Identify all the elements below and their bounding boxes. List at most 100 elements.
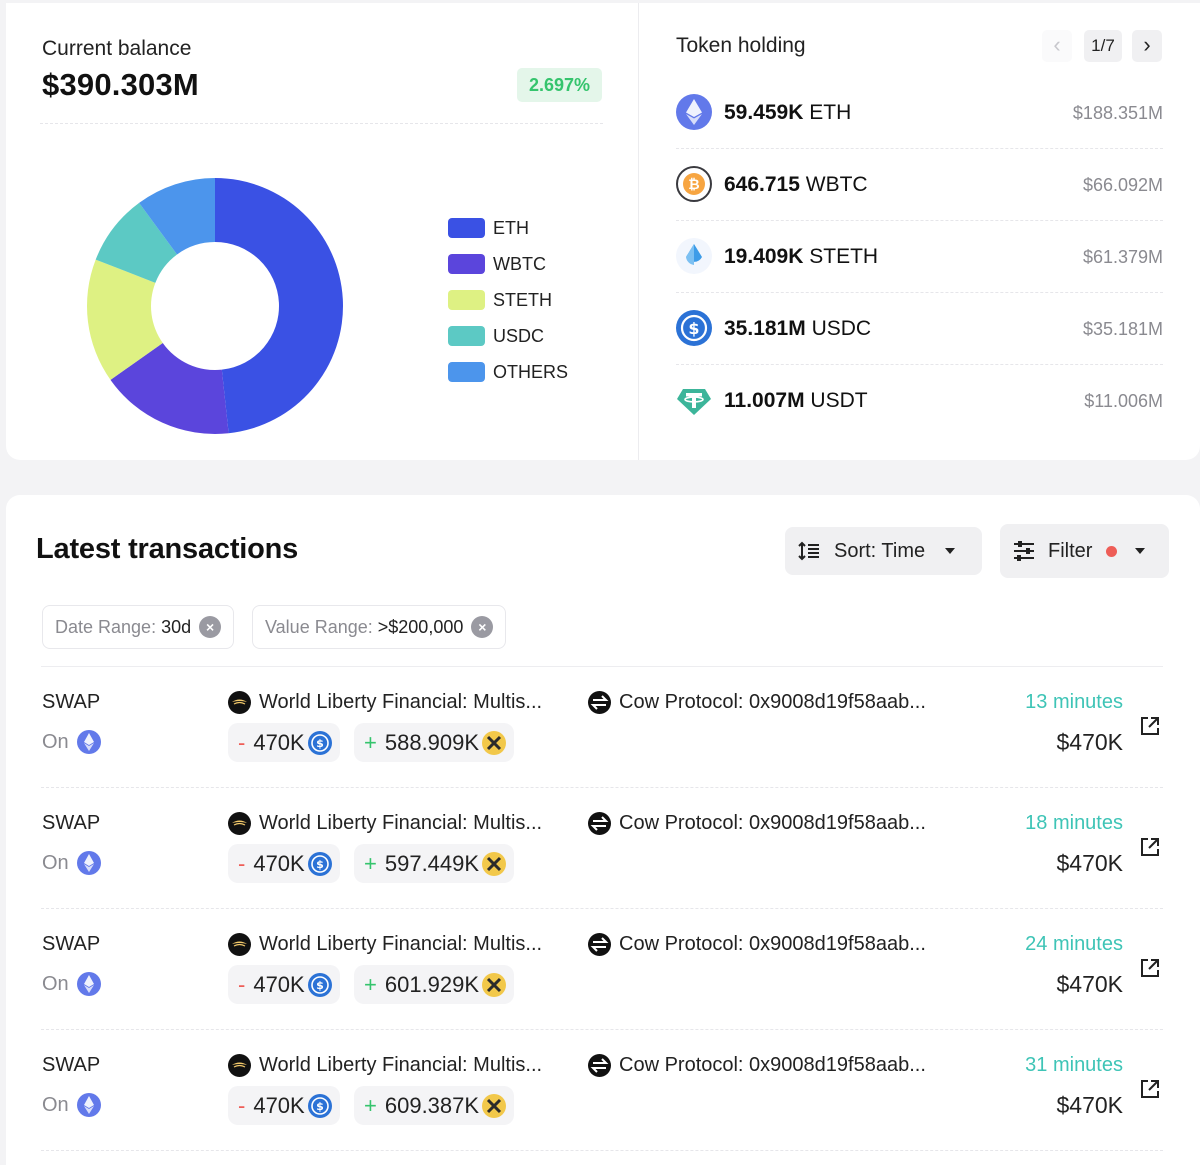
to-label: Cow Protocol: 0x9008d19f58aab... [619, 1054, 926, 1076]
usdc-icon: $ [676, 310, 712, 346]
tx-time: 13 minutes [1025, 691, 1123, 713]
tx-usd-value: $470K [1056, 850, 1123, 876]
balance-label: Current balance [42, 37, 192, 60]
svg-text:$: $ [316, 858, 324, 871]
close-icon[interactable]: × [199, 616, 222, 638]
external-link-icon[interactable] [1139, 957, 1161, 979]
wbtc-icon: ₿ [676, 166, 712, 202]
filter-button[interactable]: Filter [1000, 524, 1169, 578]
tx-from[interactable]: World Liberty Financial: Multis... [228, 812, 542, 835]
slice-wbtc[interactable] [110, 342, 229, 434]
divider [41, 1150, 1163, 1151]
page-indicator: 1/7 [1084, 30, 1122, 62]
outflow-pill: - 470K $ [228, 965, 340, 1004]
tx-to[interactable]: Cow Protocol: 0x9008d19f58aab... [588, 691, 926, 714]
divider [41, 908, 1163, 909]
in-amount: 597.449K [384, 850, 480, 876]
token-symbol: WBTC [805, 173, 868, 196]
tx-to[interactable]: Cow Protocol: 0x9008d19f58aab... [588, 933, 926, 956]
transaction-row[interactable]: SWAP On World Liberty Financial: Multis.… [6, 788, 1200, 909]
minus-icon: - [238, 850, 246, 876]
tx-from[interactable]: World Liberty Financial: Multis... [228, 933, 542, 956]
balance-value: $390.303M [42, 67, 199, 102]
tx-usd-value: $470K [1056, 1092, 1123, 1118]
panel-divider [638, 3, 639, 460]
plus-icon: + [364, 729, 377, 755]
minus-icon: - [238, 1092, 246, 1118]
token-row-wbtc[interactable]: ₿ 646.715 WBTC $66.092M [676, 149, 1163, 221]
slice-usdc[interactable] [95, 202, 178, 283]
svg-text:₿: ₿ [688, 177, 699, 193]
token-amount: 19.409K [724, 245, 804, 268]
divider [676, 364, 1163, 365]
wlfi-token-icon [482, 851, 507, 876]
legend-item-wbtc[interactable]: WBTC [448, 253, 546, 275]
chevron-left-icon[interactable]: ‹ [1042, 30, 1072, 62]
token-symbol: STETH [809, 245, 879, 268]
out-amount: 470K [253, 1092, 305, 1118]
tx-to[interactable]: Cow Protocol: 0x9008d19f58aab... [588, 1054, 926, 1077]
tx-usd-value: $470K [1056, 729, 1123, 755]
legend-item-steth[interactable]: STETH [448, 289, 552, 311]
from-label: World Liberty Financial: Multis... [259, 933, 543, 955]
eth-chain-icon [76, 1093, 101, 1117]
divider [676, 148, 1163, 149]
tx-on-label: On [42, 730, 69, 753]
token-value: $35.181M [1082, 319, 1163, 339]
chip-key: Value Range: [265, 616, 373, 637]
to-label: Cow Protocol: 0x9008d19f58aab... [619, 812, 926, 834]
external-link-icon[interactable] [1139, 1078, 1161, 1100]
usdt-icon [677, 389, 711, 415]
to-label: Cow Protocol: 0x9008d19f58aab... [619, 933, 926, 955]
external-link-icon[interactable] [1139, 836, 1161, 858]
sort-button[interactable]: Sort: Time [785, 527, 982, 575]
token-row-steth[interactable]: 19.409K STETH $61.379M [676, 221, 1163, 293]
chevron-down-icon [945, 548, 956, 554]
tx-type: SWAP [42, 1054, 101, 1076]
world-liberty-logo-icon [228, 691, 251, 714]
token-value: $188.351M [1072, 103, 1163, 123]
legend-item-eth[interactable]: ETH [448, 217, 529, 239]
legend-item-others[interactable]: OTHERS [448, 361, 568, 383]
tx-usd-value: $470K [1056, 971, 1123, 997]
change-badge: 2.697% [517, 68, 602, 102]
inflow-pill: + 609.387K [354, 1086, 515, 1125]
slice-others[interactable] [139, 178, 215, 255]
close-icon[interactable]: × [471, 616, 494, 638]
swap-arrows-icon [588, 812, 611, 835]
chevron-right-icon[interactable]: › [1132, 30, 1162, 62]
out-amount: 470K [253, 729, 305, 755]
transaction-row[interactable]: SWAP On World Liberty Financial: Multis.… [6, 909, 1200, 1030]
minus-icon: - [238, 729, 246, 755]
slice-eth[interactable] [215, 178, 344, 434]
token-row-usdc[interactable]: $ 35.181M USDC $35.181M [676, 293, 1163, 365]
tx-time: 18 minutes [1025, 812, 1123, 834]
slice-steth[interactable] [86, 259, 163, 380]
token-amount: 35.181M [724, 317, 806, 340]
transaction-row[interactable]: SWAP On World Liberty Financial: Multis.… [6, 667, 1200, 788]
world-liberty-logo-icon [228, 1054, 251, 1077]
token-holding-title: Token holding [676, 34, 806, 57]
legend-label: OTHERS [493, 361, 569, 382]
legend-swatch [448, 326, 485, 346]
svg-text:$: $ [688, 319, 699, 338]
token-value: $11.006M [1084, 391, 1163, 411]
value-range-chip[interactable]: Value Range: >$200,000 × [252, 605, 507, 649]
tx-from[interactable]: World Liberty Financial: Multis... [228, 691, 542, 714]
swap-arrows-icon [588, 933, 611, 956]
minus-icon: - [238, 971, 246, 997]
tx-on-label: On [42, 851, 69, 874]
tx-time: 24 minutes [1025, 933, 1123, 955]
filter-label: Filter [1048, 539, 1093, 562]
date-range-chip[interactable]: Date Range: 30d × [42, 605, 235, 649]
token-row-usdt[interactable]: 11.007M USDT $11.006M [676, 365, 1163, 437]
transaction-row[interactable]: SWAP On World Liberty Financial: Multis.… [6, 1030, 1200, 1151]
tx-to[interactable]: Cow Protocol: 0x9008d19f58aab... [588, 812, 926, 835]
tx-from[interactable]: World Liberty Financial: Multis... [228, 1054, 542, 1077]
external-link-icon[interactable] [1139, 715, 1161, 737]
token-value: $61.379M [1082, 247, 1163, 267]
legend-item-usdc[interactable]: USDC [448, 325, 544, 347]
usdc-icon: $ [307, 851, 332, 876]
sort-label: Sort: Time [834, 539, 926, 562]
token-row-eth[interactable]: 59.459K ETH $188.351M [676, 77, 1163, 149]
